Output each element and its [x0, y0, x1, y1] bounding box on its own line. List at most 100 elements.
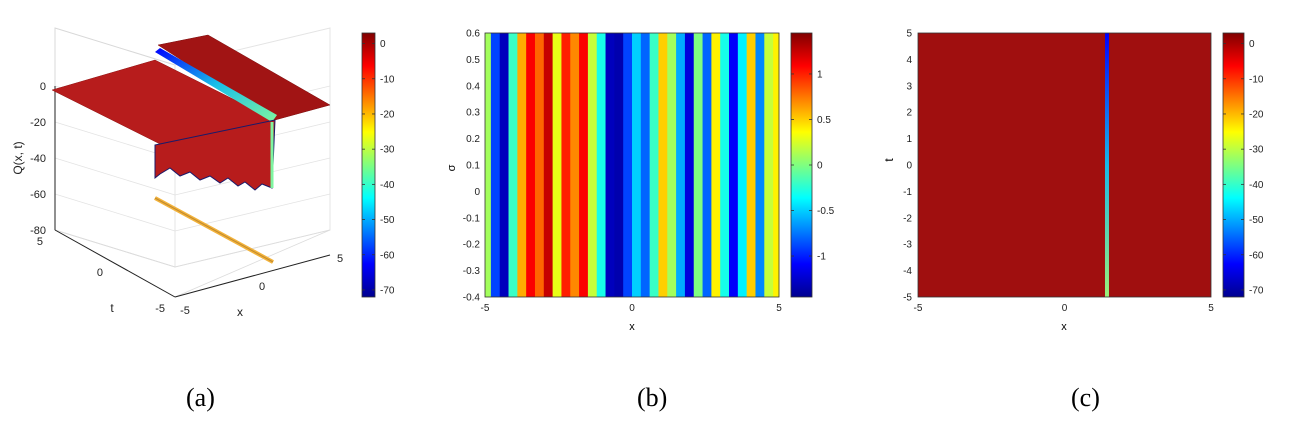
heatmap-stripe: [605, 33, 615, 297]
c-ytick: -2: [903, 213, 912, 224]
b-xlabel: x: [629, 321, 635, 333]
heatmap-stripe: [570, 33, 580, 297]
heatmap-stripe: [773, 33, 780, 297]
heatmap-stripe: [499, 33, 510, 297]
c-ytick: 5: [906, 29, 912, 40]
surface-trough: [155, 48, 277, 122]
a-ylabel: t: [110, 301, 114, 315]
b-ytick: -0.1: [463, 213, 481, 224]
heatmap-stripe: [596, 33, 607, 297]
surface-curtain: [154, 119, 276, 191]
heatmap-stripe: [649, 33, 659, 297]
heatmap-stripe: [755, 33, 765, 297]
c-ytick: -1: [903, 187, 912, 198]
heatmap-stripe: [764, 33, 774, 297]
panel-b-heatmap: 0.60.50.40.30.20.10-0.1-0.2-0.3-0.4-5 0 5 …: [446, 29, 782, 334]
heatmap-stripe: [623, 33, 633, 297]
colorbar-tick: -30: [1249, 145, 1264, 156]
b-xtick: 0: [629, 303, 635, 314]
c-ytick: -5: [903, 293, 912, 304]
a-xtick: 0: [259, 281, 265, 293]
b-xtick: -5: [481, 303, 490, 314]
panel-label-c: (c): [1071, 383, 1100, 412]
colorbar-tick: -1: [817, 252, 826, 263]
b-ytick: -0.2: [463, 240, 481, 251]
colorbar-tick: 0: [1249, 39, 1255, 50]
a-xlabel: x: [237, 305, 243, 319]
b-ytick: 0.5: [466, 55, 480, 66]
c-ytick: -3: [903, 240, 912, 251]
b-ytick: 0.4: [466, 81, 480, 92]
c-ylabel: t: [882, 158, 896, 162]
heatmap-stripe: [640, 33, 651, 297]
a-ztick: 0: [40, 81, 46, 93]
b-ytick: -0.3: [463, 266, 481, 277]
c-ytick: -4: [903, 266, 912, 277]
panel-c-heatmap: 5 4 3 2 1 0 -1 -2 -3 -4 -5-5 0 5 x t: [882, 29, 1214, 334]
b-xtick: 5: [776, 303, 782, 314]
heatmap-stripe: [711, 33, 721, 297]
a-ztick: -60: [30, 189, 46, 201]
heatmap-stripe: [552, 33, 562, 297]
colorbar-tick: 0: [817, 161, 823, 172]
c-xlabel: x: [1061, 321, 1067, 333]
heatmap-stripe: [534, 33, 545, 297]
b-ytick: 0.2: [466, 134, 480, 145]
a-ztick: -40: [30, 153, 46, 165]
panel-b-colorbar: 1 0.5 0 -0.5 -1: [790, 32, 835, 298]
heatmap-stripe: [729, 33, 739, 297]
heatmap-stripe: [614, 33, 624, 297]
c-ytick: 3: [906, 81, 912, 92]
colorbar-tick: 0.5: [817, 115, 831, 126]
heatmap-stripe: [543, 33, 554, 297]
colorbar-tick: 0: [380, 39, 386, 50]
heatmap-stripe: [587, 33, 598, 297]
a-xtick: -5: [180, 305, 190, 317]
colorbar-tick: -50: [1249, 215, 1264, 226]
panel-a-colorbar: 0 -10 -20 -30 -40 -50 -60 -70: [361, 32, 395, 298]
panel-a-ticks: 0 -20 -40 -60 -80 5 0 -5 -5 0 5 Q(x, t) …: [11, 81, 343, 319]
colorbar-tick: -50: [380, 215, 395, 226]
c-xtick: 0: [1062, 303, 1068, 314]
heatmap-stripe: [526, 33, 536, 297]
heatmap-stripe: [485, 33, 492, 297]
heatmap-stripe: [632, 33, 642, 297]
colorbar-tick: -10: [380, 74, 395, 85]
soliton-line: [1104, 33, 1109, 297]
b-ytick: -0.4: [463, 293, 481, 304]
heatmap-stripe: [693, 33, 704, 297]
heatmap-stripe: [684, 33, 695, 297]
colorbar-tick: -70: [1249, 285, 1264, 296]
colorbar-tick: -40: [380, 180, 395, 191]
heatmap-stripe: [746, 33, 756, 297]
colorbar-tick: -0.5: [817, 206, 835, 217]
heatmap-stripe: [667, 33, 677, 297]
colorbar-tick: -60: [380, 250, 395, 261]
colorbar-tick: -10: [1249, 74, 1264, 85]
panel-c-colorbar: 0 -10 -20 -30 -40 -50 -60 -70: [1222, 32, 1264, 298]
heatmap-stripe: [658, 33, 668, 297]
heatmap-stripe: [579, 33, 589, 297]
b-ylabel: σ: [446, 164, 458, 171]
c-ytick: 4: [906, 55, 912, 66]
heatmap-stripe: [517, 33, 527, 297]
b-ytick: 0.3: [466, 108, 480, 119]
c-ytick: 1: [906, 134, 912, 145]
heatmap-stripe: [737, 33, 748, 297]
a-ztick: -80: [30, 225, 46, 237]
c-xtick: -5: [914, 303, 923, 314]
heatmap-stripe: [702, 33, 712, 297]
c-ytick: 0: [906, 161, 912, 172]
heatmap-stripe: [561, 33, 571, 297]
b-ytick: 0.6: [466, 29, 480, 40]
a-ztick: -20: [30, 117, 46, 129]
colorbar-tick: -20: [1249, 109, 1264, 120]
colorbar-tick: -20: [380, 109, 395, 120]
panel-label-b: (b): [637, 383, 668, 412]
c-xtick: 5: [1208, 303, 1214, 314]
heatmap-stripe: [720, 33, 730, 297]
a-ytick: 0: [97, 267, 103, 279]
heatmap-stripe: [508, 33, 518, 297]
heatmap-stripe: [676, 33, 686, 297]
